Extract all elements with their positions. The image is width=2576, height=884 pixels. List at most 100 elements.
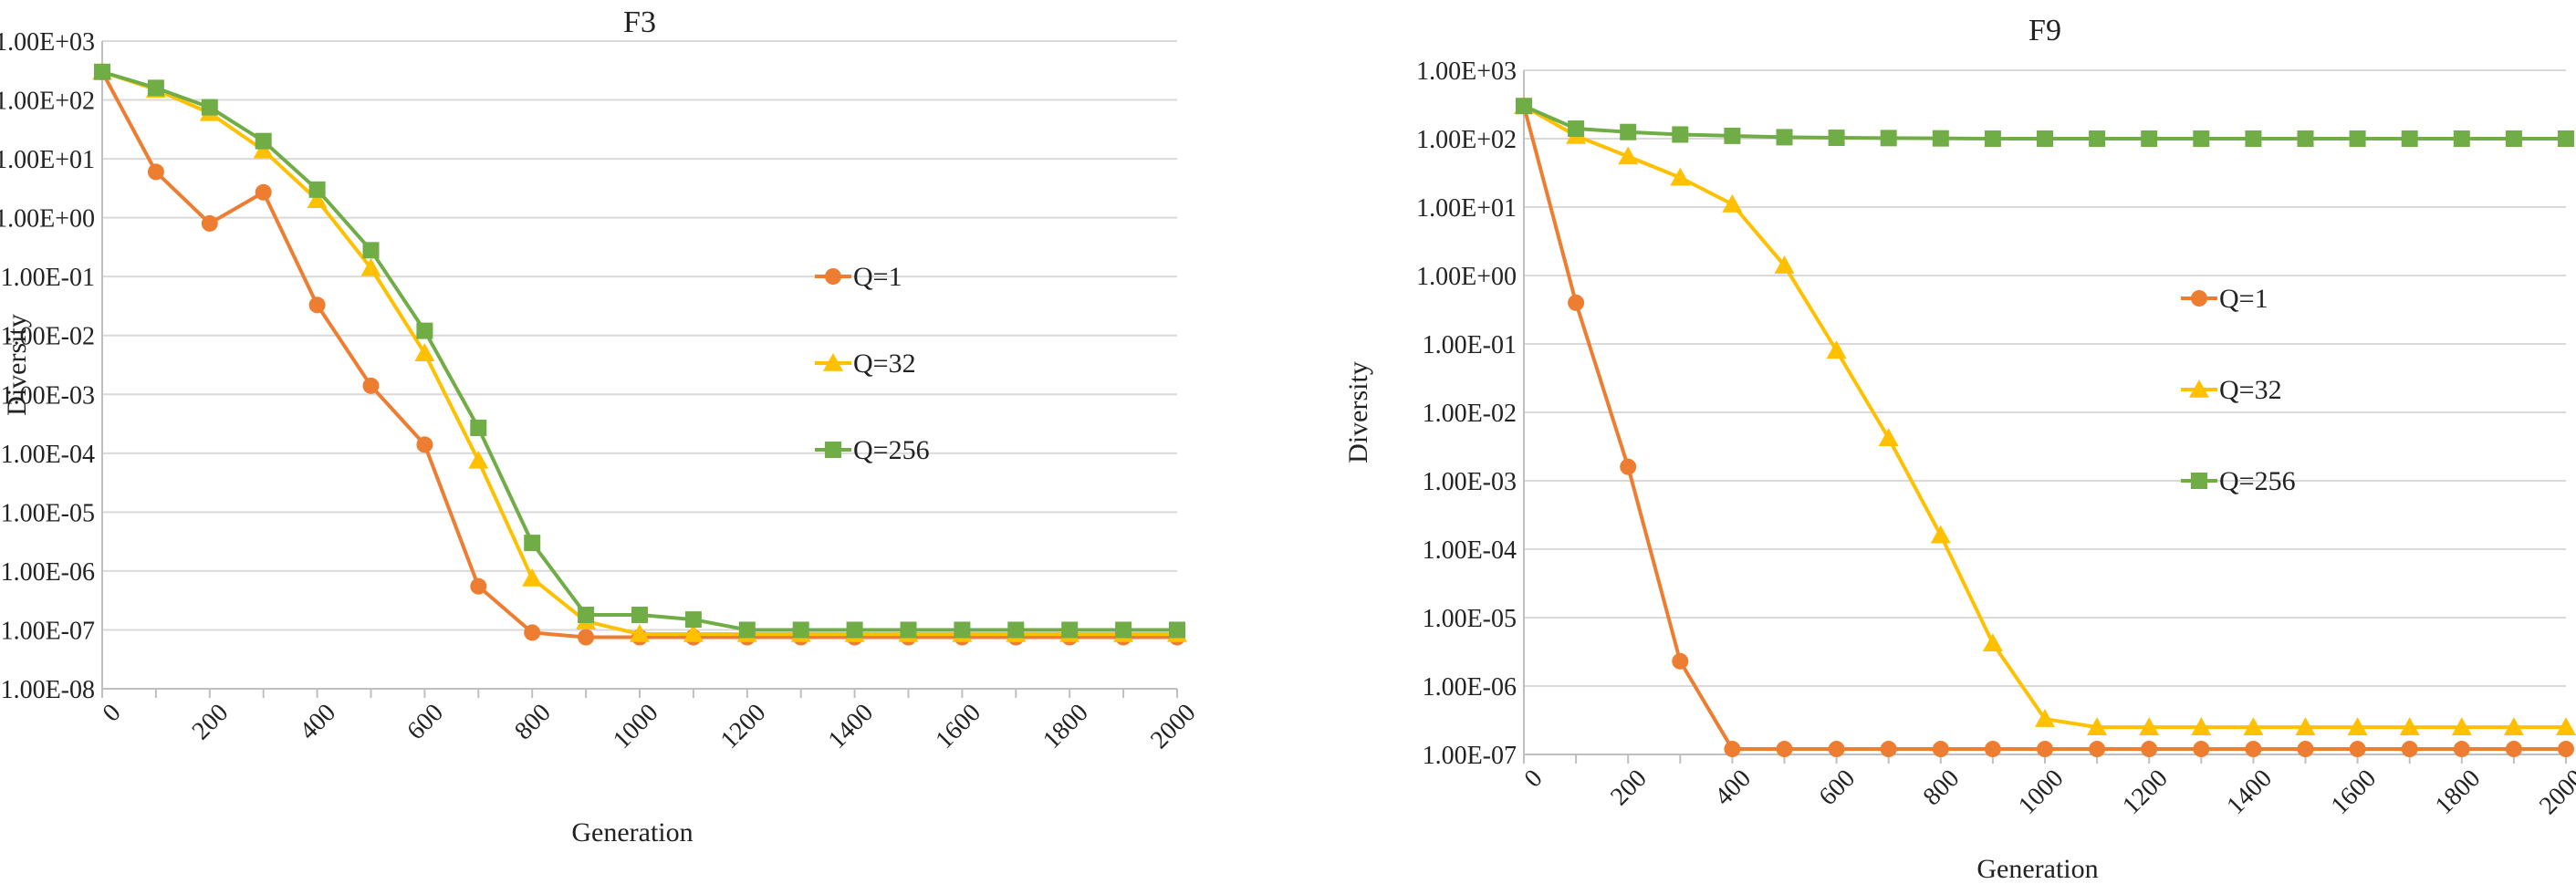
data-point-q-32 (360, 257, 381, 276)
data-point-q-256 (416, 322, 433, 339)
data-point-q-256 (1880, 130, 1897, 147)
legend-label-q-256: Q=256 (853, 435, 930, 465)
x-tick-label: 1200 (715, 699, 772, 755)
data-point-q-256 (684, 611, 702, 629)
series-q-256 (1516, 98, 2574, 147)
data-point-q-256 (792, 621, 809, 639)
x-tick-label: 1800 (1038, 699, 1094, 755)
data-point-q-256 (954, 621, 971, 639)
data-point-q-1 (2349, 741, 2366, 758)
data-point-q-256 (1115, 621, 1132, 639)
data-point-q-256 (2505, 130, 2522, 147)
y-tick-label: 1.00E-05 (1, 499, 95, 527)
data-point-q-256 (1568, 120, 1585, 138)
x-axis-label: Generation (571, 817, 693, 848)
y-tick-label: 1.00E-06 (1423, 673, 1517, 702)
data-point-q-1 (2245, 741, 2262, 758)
data-point-q-32 (2139, 717, 2160, 735)
data-point-q-256 (524, 535, 541, 552)
y-tick-label: 1.00E-07 (1423, 742, 1517, 770)
series-q-256 (94, 63, 1185, 639)
data-point-q-32 (1774, 255, 1795, 274)
data-point-q-256 (2089, 130, 2106, 147)
data-point-q-1 (2297, 741, 2314, 758)
data-point-q-32 (2347, 717, 2368, 735)
data-point-q-32 (307, 190, 328, 209)
y-tick-label: 1.00E-01 (1423, 331, 1517, 359)
y-tick-label: 1.00E-03 (1, 381, 95, 410)
data-point-q-256 (846, 621, 863, 639)
data-point-q-256 (1828, 130, 1845, 147)
chart-f3: F3 1.00E+03 1.00E+02 1.00E+01 1.00E+00 1.00E-… (0, 5, 1202, 848)
data-point-q-256 (900, 621, 917, 639)
data-point-q-1 (2037, 741, 2053, 758)
data-point-q-1 (1880, 741, 1897, 758)
data-point-q-32 (630, 624, 650, 642)
data-point-q-32 (2451, 717, 2472, 735)
y-tick-label: 1.00E-04 (1423, 536, 1517, 565)
data-point-q-1 (1672, 652, 1689, 670)
data-point-q-256 (631, 606, 648, 623)
data-point-q-256 (1932, 130, 1949, 147)
data-point-q-256 (2193, 130, 2210, 147)
data-point-q-1 (1932, 741, 1949, 758)
series-line-q-1 (1522, 105, 2566, 752)
data-point-q-256 (738, 621, 756, 639)
data-point-q-1 (1828, 741, 1845, 758)
data-point-q-256 (1672, 126, 1689, 143)
x-tick-label: 1000 (2013, 764, 2070, 821)
data-point-q-256 (255, 132, 272, 150)
data-point-q-1 (416, 436, 433, 453)
y-tick-label: 1.00E+00 (1416, 263, 1517, 291)
series-line-q-32 (1523, 104, 2566, 730)
chart-f9: F9 1.00E+03 1.00E+02 1.00E+01 1.00E+00 1.00E-… (1343, 14, 2576, 884)
data-point-q-1 (578, 629, 595, 646)
x-axis-label: Generation (1976, 854, 2098, 884)
x-tick-label: 1800 (2430, 764, 2487, 821)
data-point-q-1 (2558, 741, 2574, 758)
x-tick-label: 200 (187, 699, 235, 746)
y-axis-label: Diversity (1343, 361, 1373, 463)
data-point-q-1 (2141, 741, 2158, 758)
data-point-q-256 (1724, 127, 1741, 144)
y-tick-label: 1.00E-08 (1, 676, 95, 704)
data-point-q-256 (1516, 98, 1532, 115)
x-tick-label: 2000 (2534, 764, 2576, 821)
legend-marker-q-256 (2191, 473, 2207, 489)
data-point-q-1 (2453, 741, 2470, 758)
data-point-q-256 (308, 181, 326, 198)
data-point-q-32 (2191, 717, 2212, 735)
data-point-q-32 (468, 450, 489, 469)
x-tick-label: 1600 (930, 699, 986, 755)
data-point-q-32 (414, 343, 435, 361)
data-point-q-256 (2558, 130, 2574, 147)
y-tick-label: 1.00E-01 (1, 264, 95, 292)
y-axis-label: Diversity (2, 314, 32, 416)
legend-marker-q-256 (825, 442, 841, 458)
legend-marker-q-32 (2189, 380, 2209, 398)
x-tick-label: 2000 (1145, 699, 1202, 755)
x-tick-label: 1000 (608, 699, 664, 755)
x-tick-label: 800 (1918, 764, 1966, 812)
chart-title: F9 (2028, 14, 2061, 47)
data-point-q-1 (255, 183, 272, 201)
data-point-q-256 (1984, 130, 2001, 147)
y-tick-label: 1.00E-07 (1, 617, 95, 645)
x-tick-label: 400 (295, 699, 342, 746)
data-point-q-1 (470, 577, 487, 595)
data-point-q-256 (1169, 621, 1185, 639)
data-point-q-256 (470, 419, 487, 436)
chart-panel-f3: F3 1.00E+03 1.00E+02 1.00E+01 1.00E+00 1.00E-… (0, 0, 1205, 884)
legend-marker-q-32 (823, 353, 843, 371)
legend-label-q-256: Q=256 (2219, 466, 2296, 496)
data-point-q-32 (1982, 633, 2003, 652)
y-tick-label: 1.00E-02 (1423, 400, 1517, 428)
data-point-q-256 (1061, 621, 1079, 639)
data-point-q-1 (308, 296, 326, 314)
data-point-q-32 (2503, 717, 2524, 735)
data-point-q-32 (1618, 146, 1639, 165)
data-point-q-32 (2399, 717, 2420, 735)
data-point-q-1 (1568, 294, 1585, 311)
data-point-q-32 (2295, 717, 2316, 735)
legend-label-q-32: Q=32 (2219, 375, 2282, 405)
